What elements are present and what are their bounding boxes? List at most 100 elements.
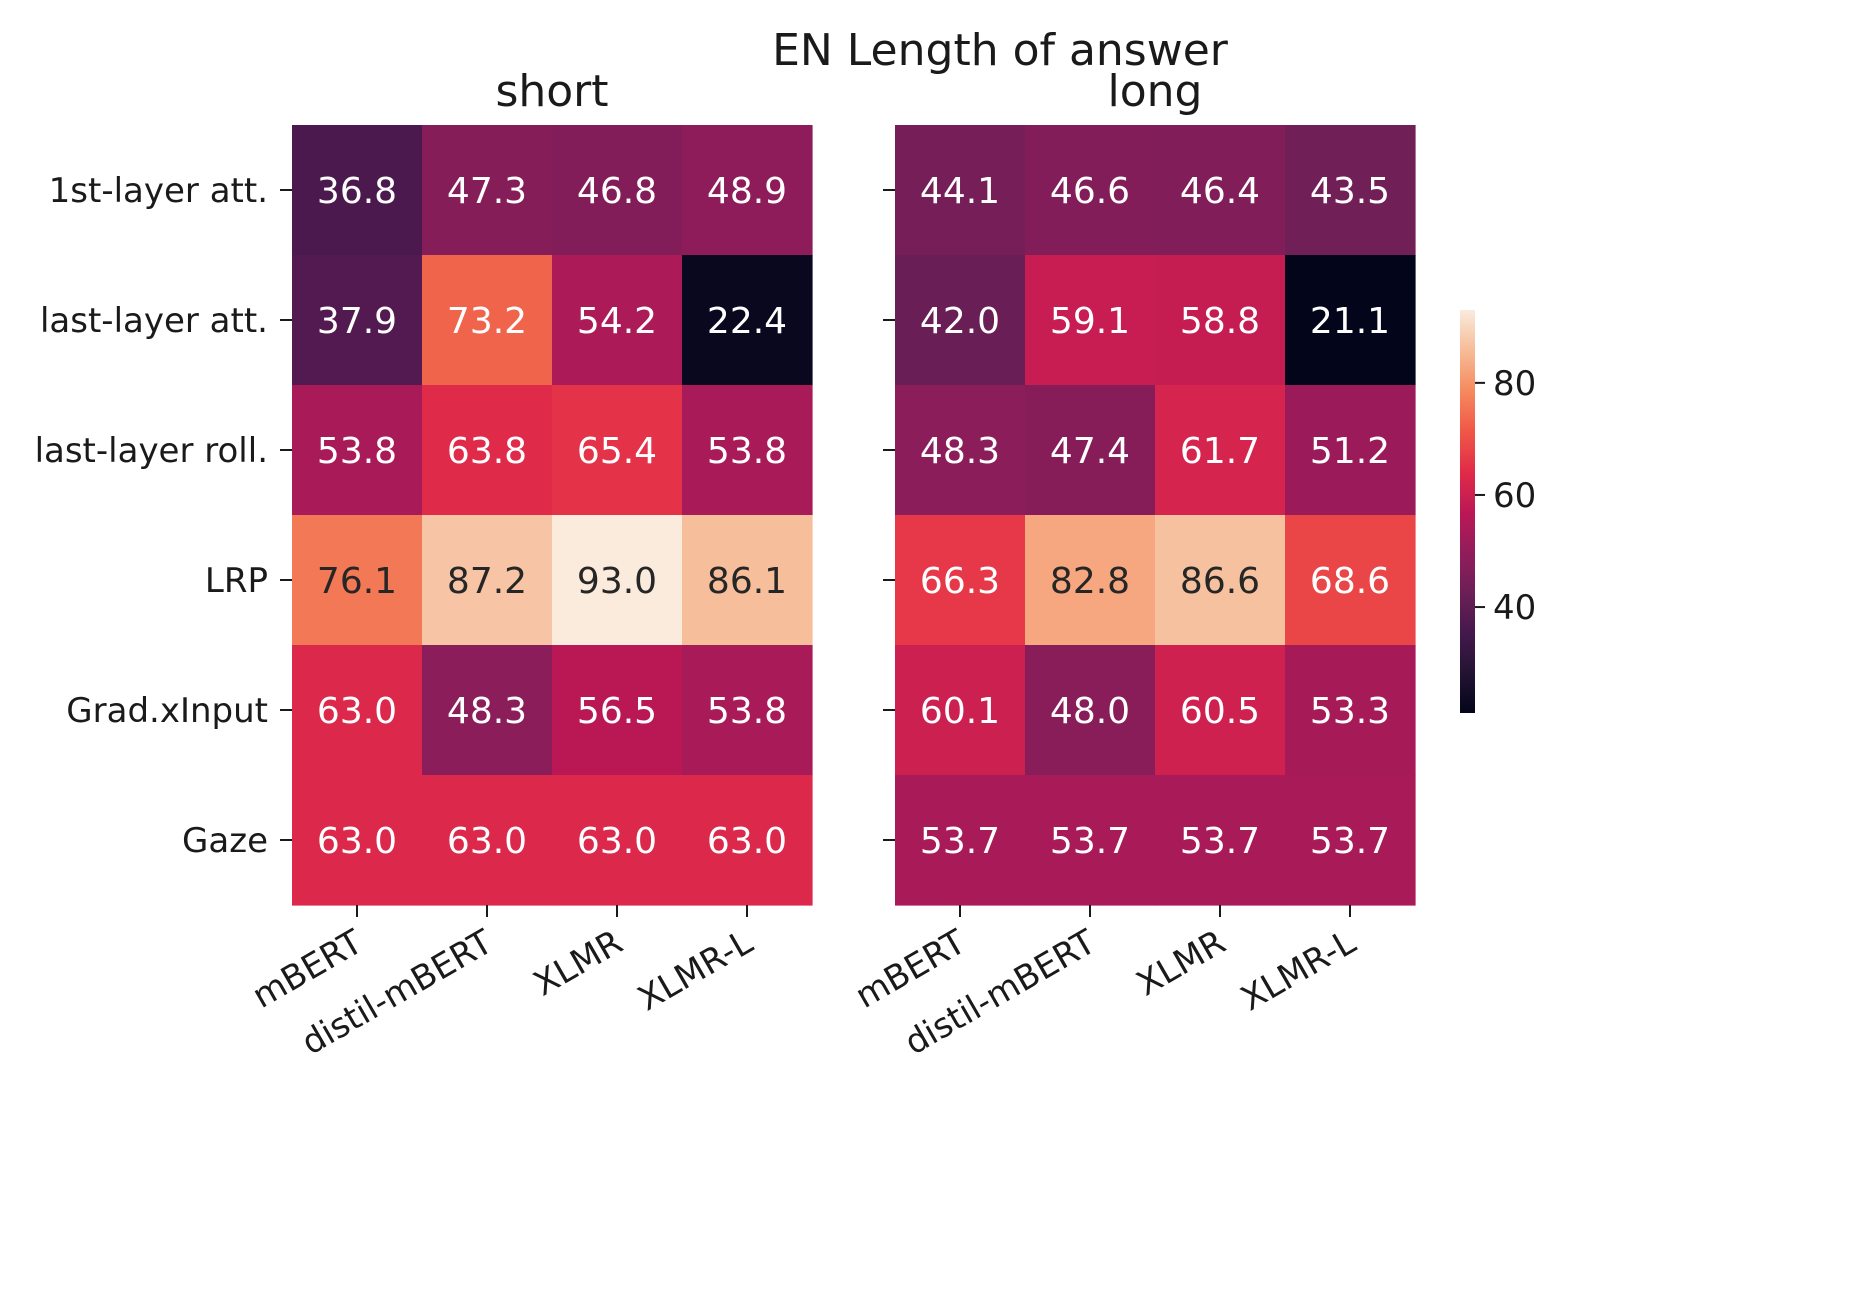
heatmap-cell: [422, 385, 553, 516]
heatmap-cell: [292, 385, 423, 516]
heatmap-cell: [422, 645, 553, 776]
cell-value-label: 36.8: [317, 171, 397, 212]
heatmap-cell: [895, 645, 1026, 776]
heatmap-cell: [895, 515, 1026, 646]
cell-value-label: 86.1: [707, 561, 787, 602]
cell-value-label: 53.7: [920, 821, 1000, 862]
heatmap-cell: [552, 385, 683, 516]
x-tick-label: XLMR: [527, 922, 629, 1004]
cell-value-label: 46.4: [1180, 171, 1260, 212]
colorbar-tick-label: 60: [1493, 476, 1536, 516]
cell-value-label: 53.8: [707, 691, 787, 732]
cell-value-label: 60.5: [1180, 691, 1260, 732]
cell-value-label: 47.4: [1050, 431, 1130, 472]
cell-value-label: 46.8: [577, 171, 657, 212]
cell-value-label: 48.0: [1050, 691, 1130, 732]
cell-value-label: 46.6: [1050, 171, 1130, 212]
y-tick-label: LRP: [205, 561, 268, 601]
cell-value-label: 63.0: [577, 821, 657, 862]
heatmap-cell: [1285, 255, 1416, 386]
cell-value-label: 63.0: [317, 821, 397, 862]
heatmap-cell: [682, 385, 813, 516]
cell-value-label: 86.6: [1180, 561, 1260, 602]
heatmap-cell: [682, 775, 813, 906]
colorbar-tick-label: 40: [1493, 588, 1536, 628]
cell-value-label: 53.8: [707, 431, 787, 472]
heatmap-cell: [1025, 645, 1156, 776]
heatmap-cell: [1155, 645, 1286, 776]
cell-value-label: 51.2: [1310, 431, 1390, 472]
heatmap-cell: [552, 515, 683, 646]
heatmap-cell: [1285, 125, 1416, 256]
heatmap-cell: [292, 125, 423, 256]
heatmap-cell: [1025, 255, 1156, 386]
cell-value-label: 59.1: [1050, 301, 1130, 342]
heatmap-cell: [292, 775, 423, 906]
cell-value-label: 73.2: [447, 301, 527, 342]
heatmap-cell: [895, 385, 1026, 516]
cell-value-label: 44.1: [920, 171, 1000, 212]
panel-title: long: [1108, 66, 1203, 117]
heatmap-cell: [292, 645, 423, 776]
heatmap-cell: [1025, 125, 1156, 256]
heatmap-cell: [552, 125, 683, 256]
x-tick-label: XLMR-L: [631, 922, 759, 1019]
heatmap-cell: [682, 515, 813, 646]
cell-value-label: 63.0: [447, 821, 527, 862]
panel-title: short: [495, 66, 608, 117]
heatmap-cell: [1025, 515, 1156, 646]
y-tick-label: last-layer roll.: [35, 431, 268, 471]
cell-value-label: 47.3: [447, 171, 527, 212]
heatmap-cell: [1025, 385, 1156, 516]
heatmap-cell: [682, 255, 813, 386]
heatmap-cell: [1155, 515, 1286, 646]
cell-value-label: 63.8: [447, 431, 527, 472]
cell-value-label: 42.0: [920, 301, 1000, 342]
heatmap-cell: [1285, 385, 1416, 516]
y-tick-label: Grad.xInput: [66, 691, 268, 731]
heatmap-cell: [1285, 515, 1416, 646]
cell-value-label: 37.9: [317, 301, 397, 342]
cell-value-label: 82.8: [1050, 561, 1130, 602]
y-tick-label: 1st-layer att.: [49, 171, 268, 211]
cell-value-label: 22.4: [707, 301, 787, 342]
cell-value-label: 43.5: [1310, 171, 1390, 212]
cell-value-label: 93.0: [577, 561, 657, 602]
heatmap-cell: [1025, 775, 1156, 906]
heatmap-cell: [422, 255, 553, 386]
heatmap-cell: [1285, 645, 1416, 776]
x-tick-label: XLMR-L: [1234, 922, 1362, 1019]
chart-title: EN Length of answer: [772, 25, 1229, 76]
cell-value-label: 60.1: [920, 691, 1000, 732]
cell-value-label: 63.0: [317, 691, 397, 732]
y-tick-label: Gaze: [182, 821, 268, 861]
cell-value-label: 21.1: [1310, 301, 1390, 342]
heatmap-cell: [895, 775, 1026, 906]
heatmap-cell: [292, 515, 423, 646]
cell-value-label: 66.3: [920, 561, 1000, 602]
heatmap-cell: [1155, 775, 1286, 906]
colorbar-tick-label: 80: [1493, 364, 1536, 404]
cell-value-label: 48.9: [707, 171, 787, 212]
cell-value-label: 53.7: [1050, 821, 1130, 862]
heatmap-panel-short: short 36.8 47.3 46.8 48.9 37.9 73.2 54.2 22.4 53.…: [35, 66, 813, 1063]
cell-value-label: 65.4: [577, 431, 657, 472]
cell-value-label: 61.7: [1180, 431, 1260, 472]
cell-value-label: 87.2: [447, 561, 527, 602]
cell-value-label: 63.0: [707, 821, 787, 862]
cell-value-label: 53.3: [1310, 691, 1390, 732]
heatmap-cell: [422, 515, 553, 646]
cell-value-label: 76.1: [317, 561, 397, 602]
cell-value-label: 48.3: [447, 691, 527, 732]
cell-value-label: 53.7: [1180, 821, 1260, 862]
heatmap-cell: [552, 775, 683, 906]
cell-value-label: 53.7: [1310, 821, 1390, 862]
heatmap-cell: [1155, 385, 1286, 516]
heatmap-cell: [895, 125, 1026, 256]
heatmap-cell: [895, 255, 1026, 386]
heatmap-cell: [1285, 775, 1416, 906]
heatmap-cell: [292, 255, 423, 386]
cell-value-label: 56.5: [577, 691, 657, 732]
heatmap-cell: [682, 645, 813, 776]
